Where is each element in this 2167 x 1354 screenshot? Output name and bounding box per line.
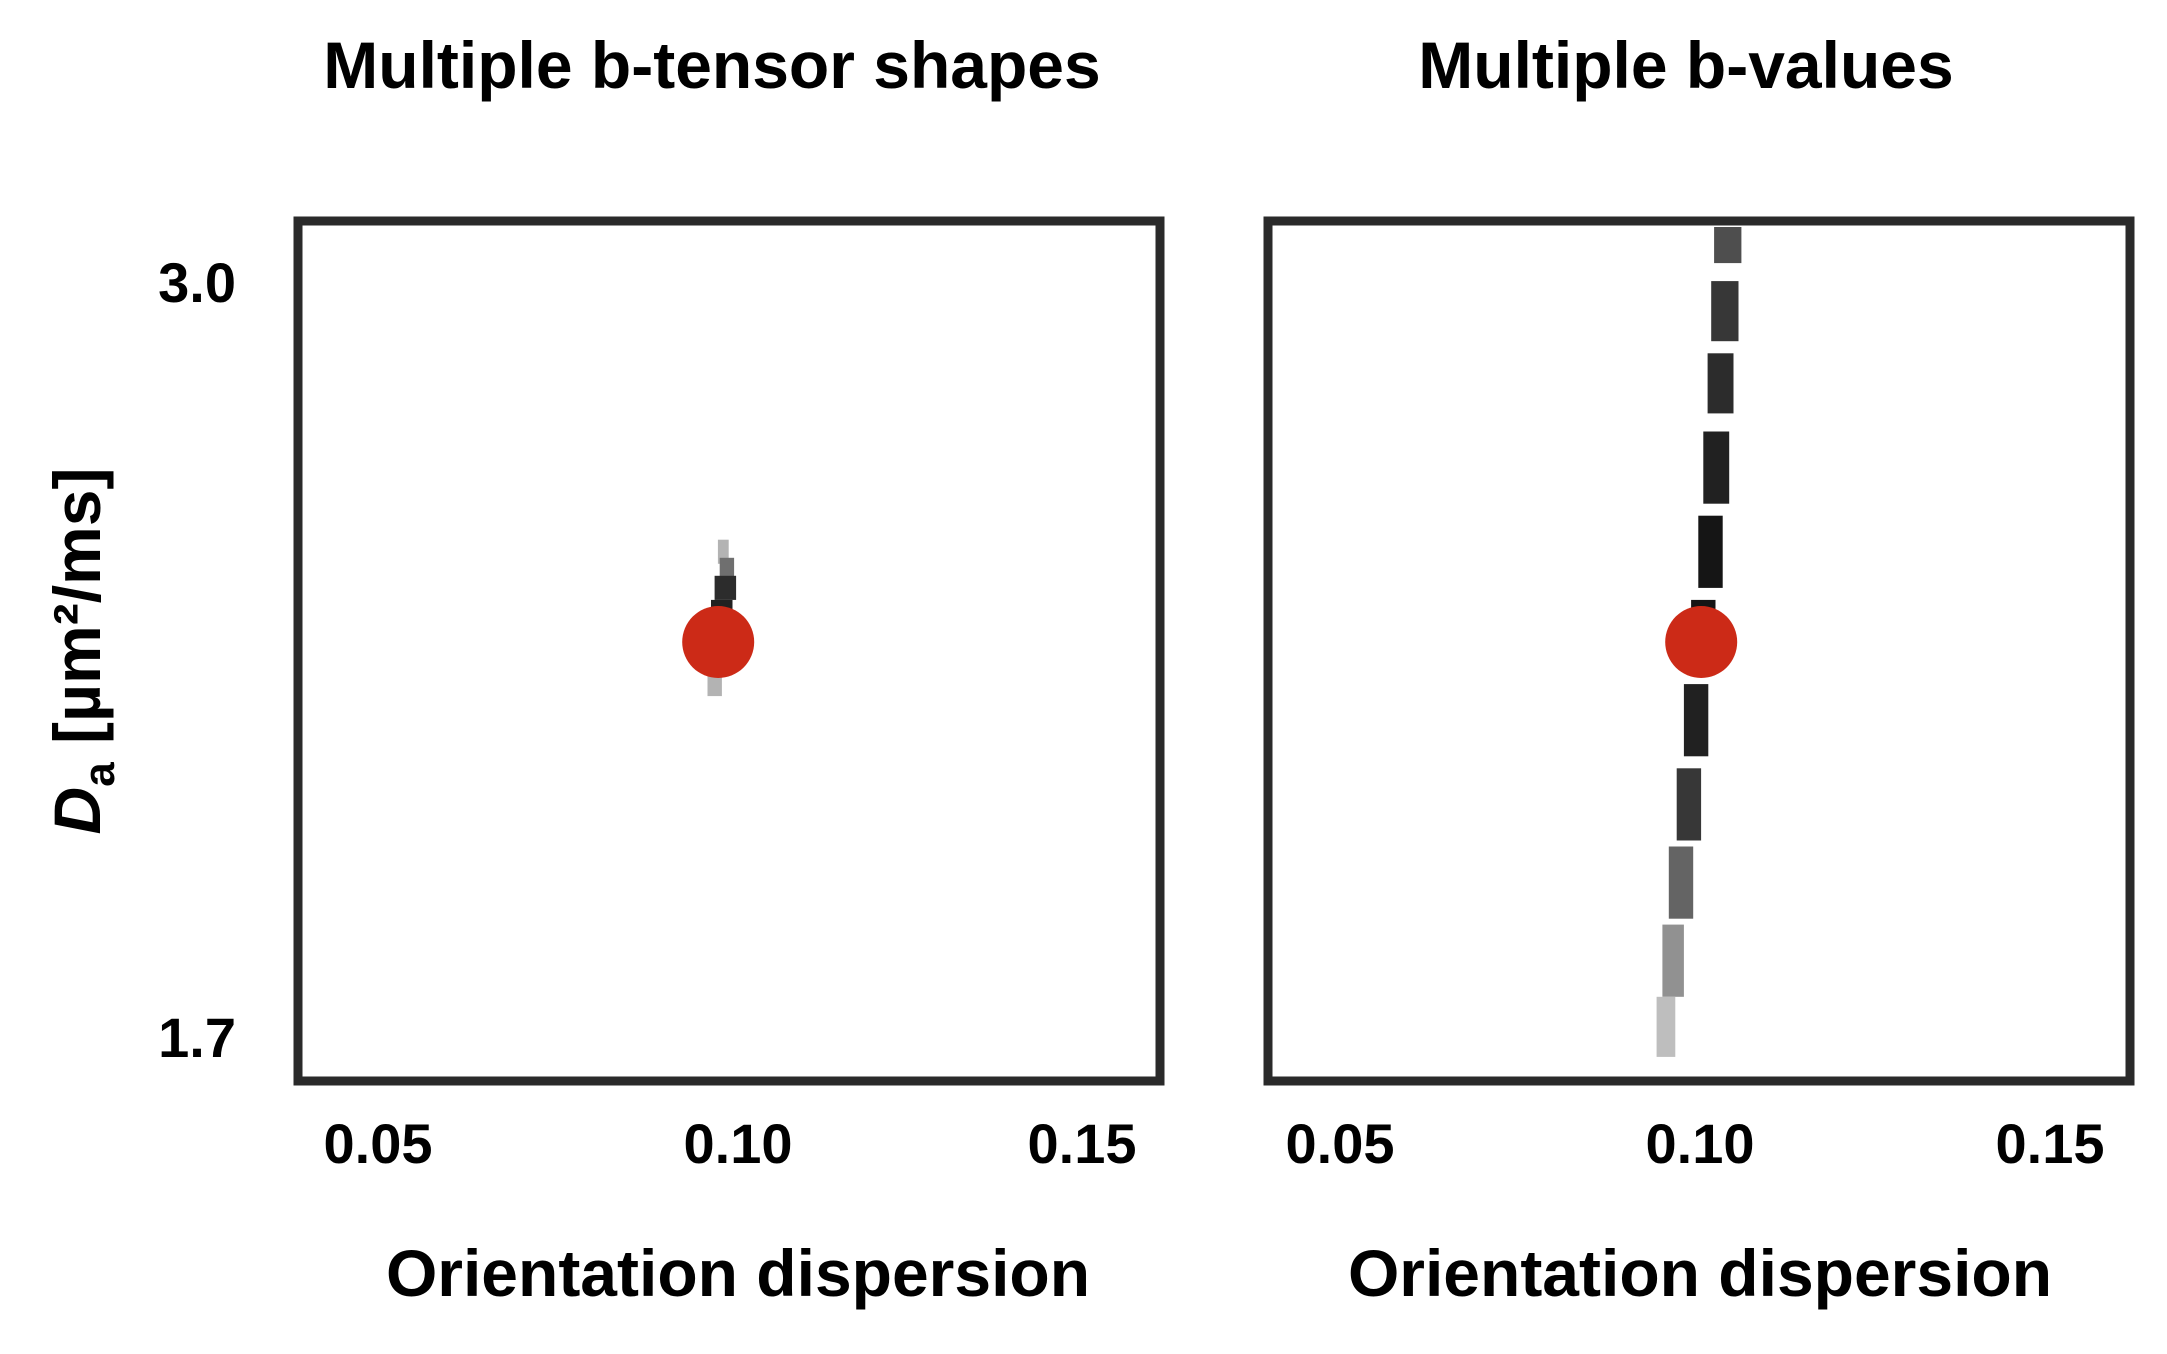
- x-axis-label: Orientation dispersion: [386, 1236, 1090, 1310]
- density-cell: [717, 539, 729, 564]
- x-tick-label: 0.05: [324, 1112, 433, 1175]
- density-cell: [1668, 846, 1694, 919]
- y-axis-label-units: [µm²/ms]: [40, 468, 114, 763]
- x-axis-label: Orientation dispersion: [1348, 1236, 2052, 1310]
- density-cell: [1676, 768, 1702, 841]
- density-cell: [1714, 227, 1742, 264]
- chart-title: Multiple b-tensor shapes: [323, 28, 1100, 102]
- density-cell: [707, 672, 722, 697]
- density-cell: [1656, 996, 1676, 1057]
- y-axis-label-symbol: D: [40, 787, 114, 835]
- x-tick-label: 0.10: [1646, 1112, 1755, 1175]
- true-value-marker: [682, 606, 755, 678]
- density-cell: [1662, 924, 1684, 997]
- density-map: [1656, 227, 1742, 1057]
- panel-multiple-b-tensor-shapes: Multiple b-tensor shapes 0.05 0.10 0.15 …: [40, 28, 1165, 1310]
- density-cell: [714, 575, 737, 600]
- panel-multiple-b-values: Multiple b-values 0.05 0.10 0.15 Orienta…: [1263, 28, 2135, 1310]
- y-tick-label: 3.0: [158, 251, 236, 314]
- x-tick-labels: 0.05 0.10 0.15: [1286, 1112, 2105, 1175]
- x-tick-label: 0.15: [1996, 1112, 2105, 1175]
- density-cell: [1703, 431, 1730, 504]
- x-tick-label: 0.10: [684, 1112, 793, 1175]
- density-cell: [1707, 353, 1734, 414]
- density-cell: [1711, 281, 1739, 342]
- x-tick-label: 0.05: [1286, 1112, 1395, 1175]
- plot-frame: [1263, 216, 2135, 1086]
- y-tick-labels: 3.0 1.7: [158, 251, 236, 1069]
- y-axis-label: Da [µm²/ms]: [40, 468, 124, 835]
- density-cell: [1698, 515, 1723, 588]
- density-cell: [1683, 684, 1709, 757]
- chart-title: Multiple b-values: [1418, 28, 1953, 102]
- y-tick-label: 1.7: [158, 1006, 236, 1069]
- y-axis-label-subscript: a: [75, 762, 124, 787]
- true-value-marker: [1665, 606, 1738, 678]
- x-tick-labels: 0.05 0.10 0.15: [324, 1112, 1137, 1175]
- x-tick-label: 0.15: [1028, 1112, 1137, 1175]
- plot-frame: [293, 216, 1165, 1086]
